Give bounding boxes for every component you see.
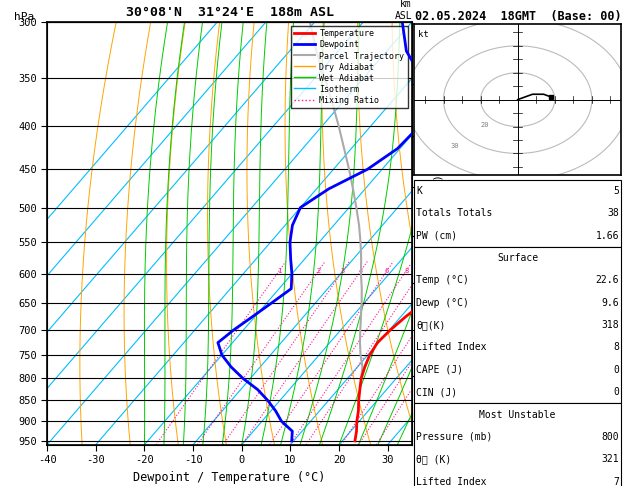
Text: Surface: Surface [497, 253, 538, 263]
Text: Lifted Index: Lifted Index [416, 477, 487, 486]
Text: 02.05.2024  18GMT  (Base: 00): 02.05.2024 18GMT (Base: 00) [415, 10, 621, 23]
Text: 3: 3 [341, 268, 345, 274]
Text: 0: 0 [613, 365, 619, 375]
Text: 9.6: 9.6 [601, 298, 619, 308]
Legend: Temperature, Dewpoint, Parcel Trajectory, Dry Adiabat, Wet Adiabat, Isotherm, Mi: Temperature, Dewpoint, Parcel Trajectory… [291, 26, 408, 108]
Text: PW (cm): PW (cm) [416, 231, 457, 241]
Text: 38: 38 [607, 208, 619, 218]
Text: 2: 2 [316, 268, 321, 274]
Text: Pressure (mb): Pressure (mb) [416, 432, 493, 442]
Text: Lifted Index: Lifted Index [416, 343, 487, 352]
Text: © weatheronline.co.uk: © weatheronline.co.uk [457, 470, 581, 480]
Text: 800: 800 [601, 432, 619, 442]
Text: 1: 1 [277, 268, 281, 274]
Text: 8: 8 [613, 343, 619, 352]
Text: θᴇ (K): θᴇ (K) [416, 454, 452, 464]
Text: 8: 8 [404, 268, 408, 274]
Text: Most Unstable: Most Unstable [479, 410, 556, 419]
Text: 321: 321 [601, 454, 619, 464]
Text: θᴇ(K): θᴇ(K) [416, 320, 446, 330]
Text: 1.66: 1.66 [596, 231, 619, 241]
Text: km
ASL: km ASL [394, 0, 412, 21]
Text: 6: 6 [385, 268, 389, 274]
Text: 4: 4 [359, 268, 363, 274]
Text: 318: 318 [601, 320, 619, 330]
Text: LCL: LCL [416, 373, 434, 383]
Text: 22.6: 22.6 [596, 276, 619, 285]
Text: 5: 5 [613, 186, 619, 196]
Text: Totals Totals: Totals Totals [416, 208, 493, 218]
Text: 7: 7 [613, 477, 619, 486]
Y-axis label: Mixing Ratio (g/kg): Mixing Ratio (g/kg) [434, 174, 444, 293]
Text: hPa: hPa [14, 12, 35, 22]
Text: CIN (J): CIN (J) [416, 387, 457, 397]
X-axis label: Dewpoint / Temperature (°C): Dewpoint / Temperature (°C) [133, 470, 326, 484]
Text: kt: kt [418, 30, 428, 39]
Text: Temp (°C): Temp (°C) [416, 276, 469, 285]
Text: 0: 0 [613, 387, 619, 397]
Text: 20: 20 [481, 122, 489, 127]
Text: 30: 30 [451, 143, 459, 149]
Text: Dewp (°C): Dewp (°C) [416, 298, 469, 308]
Text: CAPE (J): CAPE (J) [416, 365, 464, 375]
Text: K: K [416, 186, 422, 196]
Title: 30°08'N  31°24'E  188m ASL: 30°08'N 31°24'E 188m ASL [126, 6, 333, 19]
